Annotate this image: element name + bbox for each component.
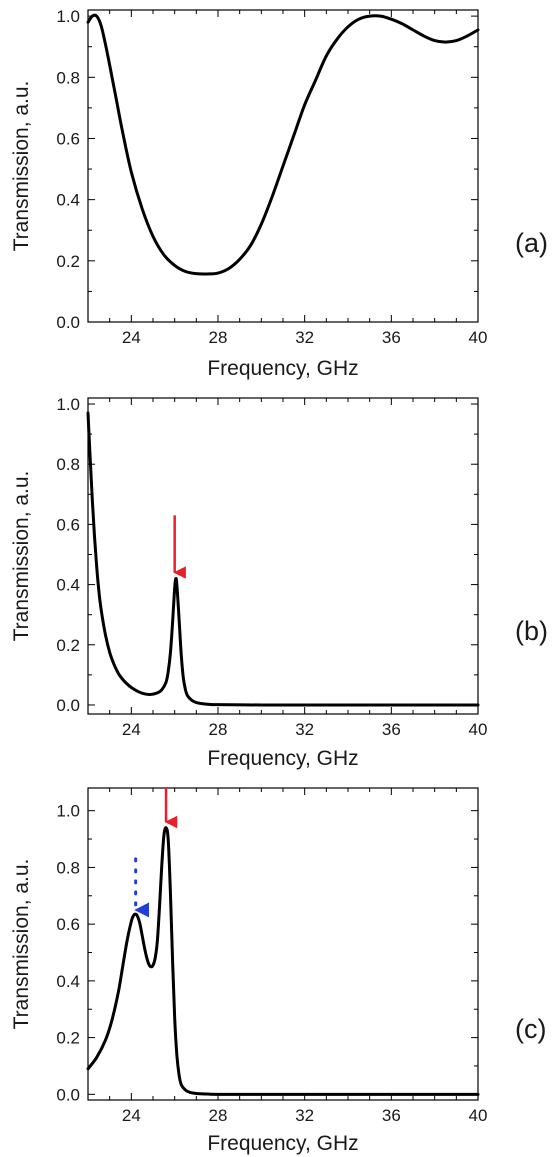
x-tick-label-a: 40 bbox=[469, 328, 488, 347]
x-tick-label-c: 36 bbox=[382, 1106, 401, 1125]
transmission-curve-a bbox=[86, 13, 480, 276]
y-axis-title-a: Transmission, a.u. bbox=[10, 81, 33, 252]
y-tick-label-b: 1.0 bbox=[56, 395, 80, 414]
transmission-curve-b bbox=[86, 411, 480, 707]
x-tick-label-a: 32 bbox=[295, 328, 314, 347]
x-tick-label-a: 36 bbox=[382, 328, 401, 347]
y-tick-label-b: 0.2 bbox=[56, 636, 80, 655]
y-tick-label-c: 0.2 bbox=[56, 1029, 80, 1048]
x-tick-label-a: 28 bbox=[209, 328, 228, 347]
x-tick-label-b: 36 bbox=[382, 720, 401, 739]
panel-label-c: (c) bbox=[515, 1014, 546, 1044]
x-tick-label-b: 28 bbox=[209, 720, 228, 739]
panel-b: (b) Frequency, GHz Transmission, a.u. 24… bbox=[10, 395, 548, 770]
y-tick-label-b: 0.0 bbox=[56, 696, 80, 715]
x-tick-label-a: 24 bbox=[122, 328, 141, 347]
y-tick-label-b: 0.6 bbox=[56, 515, 80, 534]
y-tick-label-b: 0.4 bbox=[56, 576, 80, 595]
y-tick-label-a: 0.0 bbox=[56, 313, 80, 332]
x-tick-label-c: 28 bbox=[209, 1106, 228, 1125]
plot-frame-b bbox=[87, 397, 479, 715]
x-tick-label-c: 24 bbox=[122, 1106, 141, 1125]
y-tick-label-c: 1.0 bbox=[56, 802, 80, 821]
panel-a: (a) Frequency, GHz Transmission, a.u. 24… bbox=[10, 7, 548, 380]
y-axis-title-c: Transmission, a.u. bbox=[10, 859, 33, 1030]
x-tick-label-b: 32 bbox=[295, 720, 314, 739]
panel-c: (c) Frequency, GHz Transmission, a.u. 24… bbox=[10, 787, 546, 1155]
y-tick-label-c: 0.4 bbox=[56, 972, 80, 991]
x-tick-label-b: 40 bbox=[469, 720, 488, 739]
panel-label-a: (a) bbox=[515, 228, 548, 258]
y-tick-label-b: 0.8 bbox=[56, 455, 80, 474]
y-tick-label-a: 1.0 bbox=[56, 7, 80, 26]
x-axis-title-c: Frequency, GHz bbox=[207, 1132, 358, 1155]
x-axis-title-b: Frequency, GHz bbox=[207, 747, 358, 770]
x-tick-label-c: 32 bbox=[295, 1106, 314, 1125]
y-axis-title-b: Transmission, a.u. bbox=[10, 471, 33, 642]
y-tick-label-a: 0.4 bbox=[56, 191, 80, 210]
plot-frame-c bbox=[87, 787, 479, 1101]
transmission-curve-c bbox=[86, 826, 480, 1096]
y-tick-label-a: 0.2 bbox=[56, 252, 80, 271]
y-tick-label-a: 0.8 bbox=[56, 68, 80, 87]
x-tick-label-c: 40 bbox=[469, 1106, 488, 1125]
panel-label-b: (b) bbox=[515, 616, 548, 646]
y-tick-label-c: 0.8 bbox=[56, 858, 80, 877]
y-tick-label-a: 0.6 bbox=[56, 129, 80, 148]
y-tick-label-c: 0.6 bbox=[56, 915, 80, 934]
x-axis-title-a: Frequency, GHz bbox=[207, 357, 358, 380]
x-tick-label-b: 24 bbox=[122, 720, 141, 739]
y-tick-label-c: 0.0 bbox=[56, 1085, 80, 1104]
